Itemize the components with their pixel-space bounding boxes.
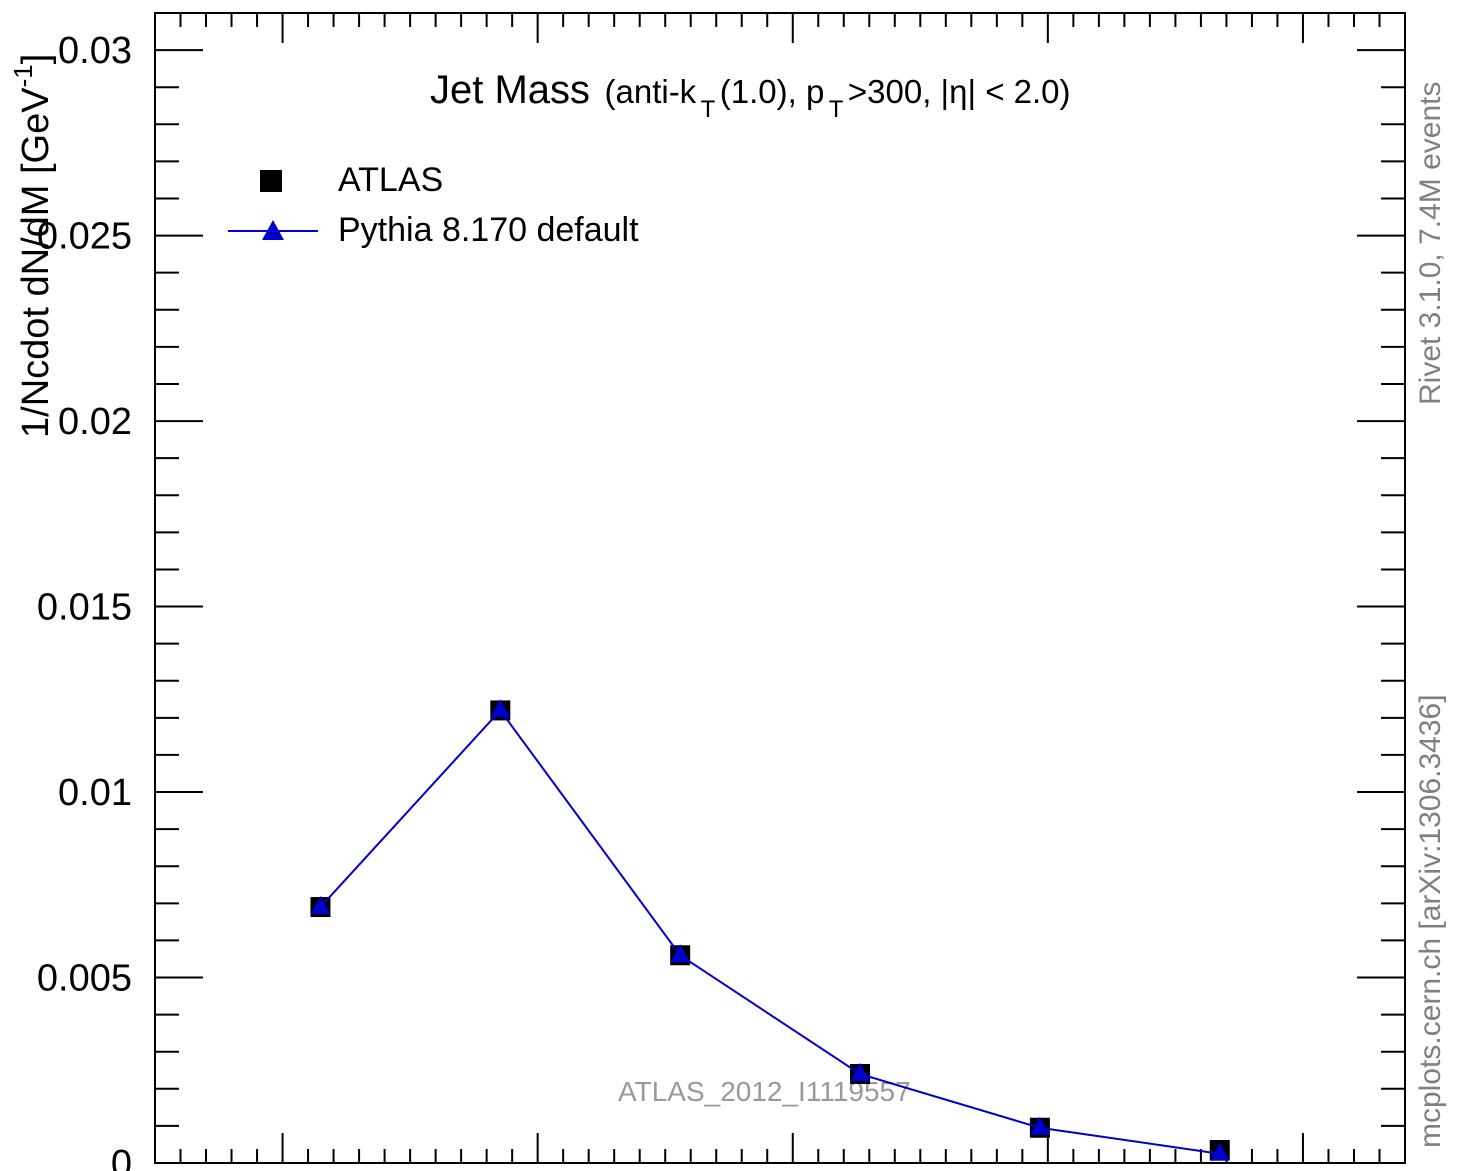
axis-ticks — [155, 12, 1405, 1164]
y-tick-labels: 0 0.005 0.01 0.015 0.02 0.025 0.03 — [37, 30, 132, 1171]
title-sub-t2: T — [829, 96, 844, 123]
mcplots-reference-label: mcplots.cern.ch [arXiv:1306.3436] — [1414, 694, 1447, 1148]
title-sub-prefix: (anti-k — [605, 73, 697, 110]
pythia-data-point — [490, 699, 511, 718]
legend-label-pythia: Pythia 8.170 default — [338, 211, 639, 249]
legend-marker-atlas — [260, 170, 282, 192]
y-axis-label-sup: -1 — [8, 64, 38, 87]
y-tick-label: 0.01 — [58, 772, 132, 814]
y-tick-label: 0.025 — [37, 216, 132, 258]
title-main: Jet Mass — [430, 68, 590, 112]
y-axis-label-close: ] — [15, 54, 57, 65]
pythia-data-point — [310, 896, 331, 915]
title-sub-suffix: >300, |η| < 2.0) — [848, 73, 1071, 110]
rivet-version-label: Rivet 3.1.0, 7.4M events — [1414, 82, 1447, 406]
title-sub-mid: (1.0), p — [720, 73, 825, 110]
plot-frame — [154, 12, 1406, 1164]
legend-label-atlas: ATLAS — [338, 161, 443, 199]
y-tick-label: 0.02 — [58, 401, 132, 443]
y-tick-label: 0.03 — [58, 30, 132, 72]
series-pythia — [310, 699, 1230, 1161]
title-sub-t1: T — [701, 96, 716, 123]
pythia-data-point — [850, 1062, 871, 1081]
pythia-data-point — [1029, 1116, 1050, 1135]
y-axis-label: 1/Ncdot dN/dM [GeV-1] — [8, 54, 57, 438]
y-tick-label: 0.005 — [37, 958, 132, 1000]
chart-title: Jet Mass (anti-k T (1.0), p T >300, |η| … — [430, 68, 1071, 123]
pythia-data-point — [670, 944, 691, 963]
y-tick-label: 0.015 — [37, 587, 132, 629]
pythia-series-line — [319, 708, 1220, 1155]
y-axis-label-main: 1/Ncdot dN/dM [GeV — [15, 87, 57, 438]
pythia-data-point — [1209, 1142, 1230, 1161]
y-tick-label: 0 — [111, 1143, 132, 1171]
legend-marker-pythia — [262, 220, 284, 240]
legend: ATLAS Pythia 8.170 default — [228, 161, 639, 249]
